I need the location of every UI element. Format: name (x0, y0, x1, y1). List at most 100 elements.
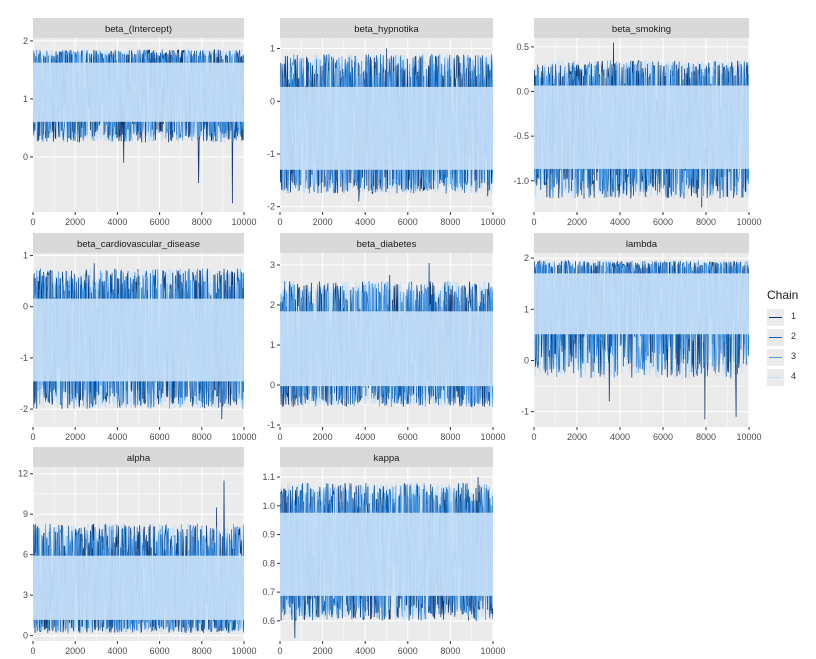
facet-title-kappa: kappa (374, 453, 401, 464)
legend-key-chain-4 (767, 369, 784, 386)
trace-density-band-chain-4 (33, 62, 244, 122)
facet-strip-beta-smoking (534, 18, 749, 38)
legend-title: Chain (767, 288, 799, 302)
facet-kappa: kappa 0 2000 4000 6000 8000 10000 0.6 0.7 0.8 0.9 1… (262, 447, 506, 656)
y-tick-label: -2 (267, 202, 275, 212)
legend-item-chain-4: 4 (760, 367, 812, 387)
facet-strip-beta-cardiovascular-disease (33, 233, 244, 253)
x-tick-label: 6000 (150, 217, 170, 227)
x-tick-label: 4000 (107, 217, 127, 227)
facet-beta-hypnotika: beta_hypnotika 0 2000 4000 6000 8000 10000 -2 -1… (267, 18, 506, 227)
legend-item-chain-1: 1 (760, 307, 812, 327)
x-tick-label: 4000 (355, 432, 375, 442)
facet-title-beta-smoking: beta_smoking (612, 24, 671, 35)
x-tick-label: 8000 (440, 432, 460, 442)
x-tick-label: 8000 (696, 217, 716, 227)
x-tick-label: 2000 (65, 217, 85, 227)
facet-alpha: alpha 0 2000 4000 6000 8000 10000 0 3 6 9 12 (18, 447, 257, 656)
x-tick-label: 0 (30, 217, 35, 227)
facet-strip-beta-intercept (33, 18, 244, 38)
x-tick-label: 4000 (610, 432, 630, 442)
legend-key-chain-3 (767, 349, 784, 366)
trace-density-band-chain-4 (33, 555, 244, 620)
legend-item-chain-2: 2 (760, 327, 812, 347)
facet-title-lambda: lambda (626, 239, 658, 250)
y-tick-label: 0.6 (262, 616, 275, 626)
facet-title-beta-cardiovascular-disease: beta_cardiovascular_disease (77, 239, 200, 250)
y-tick-label: 2 (23, 36, 28, 46)
traces-beta-cardiovascular-disease (33, 263, 244, 420)
legend-line-chain-3 (769, 357, 782, 358)
legend-label-chain-3: 3 (791, 351, 797, 361)
x-tick-label: 10000 (480, 432, 505, 442)
legend-item-chain-3: 3 (760, 347, 812, 367)
legend-label-chain-4: 4 (791, 371, 797, 381)
x-tick-label: 2000 (65, 646, 85, 656)
x-tick-label: 6000 (398, 432, 418, 442)
y-tick-label: -1 (20, 353, 28, 363)
y-tick-label: 0 (23, 152, 28, 162)
y-tick-label: 0.0 (516, 87, 529, 97)
y-tick-label: 1 (23, 251, 28, 261)
y-tick-label: 1 (270, 340, 275, 350)
x-tick-label: 10000 (231, 432, 256, 442)
y-tick-label: -0.5 (513, 131, 529, 141)
y-tick-label: 3 (23, 590, 28, 600)
y-tick-label: 0 (23, 302, 28, 312)
x-tick-label: 8000 (696, 432, 716, 442)
x-tick-label: 10000 (231, 646, 256, 656)
x-tick-label: 4000 (107, 432, 127, 442)
x-tick-label: 2000 (313, 646, 333, 656)
y-tick-label: 0.9 (262, 530, 275, 540)
legend-line-chain-1 (769, 317, 782, 318)
y-tick-label: 1 (270, 44, 275, 54)
x-tick-label: 2000 (313, 432, 333, 442)
traces-beta-smoking (534, 42, 749, 208)
traces-kappa (280, 477, 493, 639)
y-tick-label: 0.7 (262, 587, 275, 597)
y-tick-label: 1.0 (262, 501, 275, 511)
facet-strip-beta-diabetes (280, 233, 493, 253)
facet-beta-cardiovascular-disease: beta_cardiovascular_disease 0 2000 4000 6000… (20, 233, 257, 442)
x-tick-label: 10000 (736, 217, 761, 227)
x-tick-label: 8000 (192, 646, 212, 656)
facet-strip-kappa (280, 447, 493, 467)
x-tick-label: 6000 (653, 217, 673, 227)
traces-alpha (33, 480, 244, 635)
legend-key-chain-2 (767, 329, 784, 346)
x-tick-label: 8000 (192, 432, 212, 442)
y-tick-label: 0 (23, 631, 28, 641)
facet-beta-smoking: beta_smoking 0 2000 4000 6000 8000 10000 -1.0 -0… (513, 18, 762, 227)
x-tick-label: 8000 (192, 217, 212, 227)
x-tick-label: 10000 (480, 217, 505, 227)
facet-strip-alpha (33, 447, 244, 467)
x-tick-label: 6000 (150, 432, 170, 442)
x-tick-label: 2000 (567, 217, 587, 227)
facet-lambda: lambda 0 2000 4000 6000 8000 10000 -1 0 1 2 (521, 233, 762, 442)
traces-beta-intercept (33, 48, 244, 204)
x-tick-label: 10000 (231, 217, 256, 227)
x-tick-label: 4000 (355, 646, 375, 656)
facet-title-beta-diabetes: beta_diabetes (357, 239, 417, 250)
legend: Chain 1 2 3 4 (760, 288, 812, 387)
facet-beta-intercept: beta_(Intercept) 0 2000 4000 6000 8000 10000 0 1… (23, 18, 257, 227)
x-tick-label: 6000 (398, 646, 418, 656)
trace-density-band-chain-4 (280, 86, 493, 170)
y-tick-label: -1.0 (513, 176, 529, 186)
x-tick-label: 4000 (107, 646, 127, 656)
legend-line-chain-4 (769, 377, 782, 378)
y-tick-label: 1.1 (262, 472, 275, 482)
y-tick-label: 0.8 (262, 558, 275, 568)
y-tick-label: 0 (270, 96, 275, 106)
y-tick-label: 6 (23, 550, 28, 560)
x-tick-label: 0 (30, 432, 35, 442)
trace-density-band-chain-4 (280, 512, 493, 596)
x-tick-label: 0 (531, 217, 536, 227)
y-tick-label: 12 (18, 469, 28, 479)
y-tick-label: 0 (524, 355, 529, 365)
x-tick-label: 2000 (567, 432, 587, 442)
trace-density-band-chain-4 (534, 273, 749, 335)
facet-title-alpha: alpha (127, 453, 151, 464)
y-tick-label: 1 (524, 304, 529, 314)
